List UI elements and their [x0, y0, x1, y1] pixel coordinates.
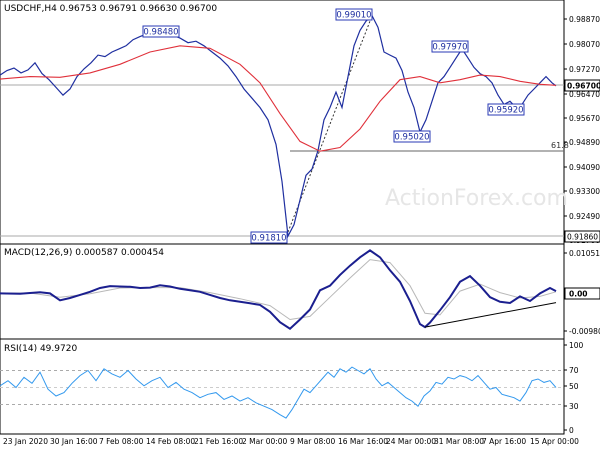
annotation-label: 0.95920: [488, 106, 523, 116]
y-tick-label: 0.98870: [569, 15, 600, 24]
macd-current-tag: 0.00: [564, 287, 600, 300]
macd-signal-line: [0, 259, 557, 321]
x-tick-label: 14 Feb 08:00: [146, 437, 195, 446]
annotation-label: 0.98480: [143, 28, 178, 38]
x-tick-label: 2 Mar 00:00: [242, 437, 288, 446]
price-series: [0, 14, 557, 239]
y-tick-label: 100: [569, 341, 584, 350]
y-tick-label: 30: [569, 402, 579, 411]
current-price-tag: 0.96700: [564, 79, 600, 92]
macd-y-axis: 0.010513 -0.009804: [564, 249, 600, 336]
x-tick-label: 7 Feb 08:00: [99, 437, 144, 446]
y-tick-label: 0: [569, 426, 574, 435]
annotation-label: 0.97970: [432, 43, 467, 53]
price-panel: USDCHF,H4 0.96753 0.96791 0.96630 0.9670…: [0, 0, 600, 245]
y-tick-label: 70: [569, 366, 579, 375]
annotation-box-0.97970: 0.97970: [431, 40, 469, 53]
price-header: USDCHF,H4 0.96753 0.96791 0.96630 0.9670…: [4, 4, 217, 14]
y-tick-label: 0.96470: [569, 90, 600, 99]
y-tick-label: 0.93300: [569, 187, 600, 196]
x-tick-label: 31 Mar 08:00: [434, 437, 484, 446]
macd-current-label: 0.00: [569, 290, 588, 299]
bottom-level-tag: 0.91860: [564, 230, 600, 243]
moving-average-line: [0, 45, 557, 152]
x-tick-label: 30 Jan 16:00: [50, 437, 98, 446]
macd-panel: MACD(12,26,9) 0.000587 0.000454 0.010513…: [0, 243, 600, 340]
y-tick-label: 0.92490: [569, 212, 600, 221]
macd-trendline: [424, 302, 557, 328]
rally-trendline: [287, 15, 373, 233]
rsi-header: RSI(14) 49.9720: [4, 344, 77, 354]
rsi-panel: RSI(14) 49.9720 100 70 50 30 0: [0, 338, 584, 435]
y-tick-label: 0.94890: [569, 138, 600, 147]
y-tick-label: 0.95670: [569, 114, 600, 123]
x-tick-label: 9 Mar 08:00: [290, 437, 336, 446]
x-tick-label: 21 Feb 16:00: [194, 437, 243, 446]
annotation-box-0.98480: 0.98480: [142, 25, 180, 38]
x-tick-label: 15 Apr 00:00: [530, 437, 579, 446]
current-price-label: 0.96700: [567, 82, 600, 91]
fib-label: 61.8: [551, 141, 569, 150]
y-tick-label: 50: [569, 382, 579, 391]
annotation-label: 0.99010: [336, 11, 371, 21]
x-tick-label: 23 Jan 2020: [3, 437, 48, 446]
y-tick-label: 0.97270: [569, 65, 600, 74]
annotation-box-0.91810: 0.91810: [250, 231, 288, 244]
macd-main-line: [0, 249, 557, 330]
rsi-y-axis: 100 70 50 30 0: [564, 341, 584, 435]
y-tick-label: 0.94090: [569, 163, 600, 172]
bottom-level-label: 0.91860: [567, 233, 598, 242]
annotation-label: 0.95020: [394, 133, 429, 143]
rsi-line: [0, 366, 557, 419]
x-tick-label: 7 Apr 16:00: [482, 437, 526, 446]
y-tick-label: 0.010513: [569, 249, 600, 258]
x-tick-label: 16 Mar 16:00: [338, 437, 388, 446]
annotation-box-0.95920: 0.95920: [487, 103, 525, 116]
annotation-box-0.99010: 0.99010: [335, 8, 373, 21]
annotation-box-0.95020: 0.95020: [393, 130, 431, 143]
y-tick-label: 0.98070: [569, 40, 600, 49]
annotation-label: 0.91810: [251, 234, 286, 244]
y-tick-label: -0.009804: [569, 327, 600, 336]
watermark: ActionForex.com: [385, 186, 568, 211]
x-tick-label: 24 Mar 00:00: [386, 437, 436, 446]
price-y-axis: 0.98870 0.98070 0.97270 0.96470 0.95670 …: [564, 15, 600, 245]
macd-header: MACD(12,26,9) 0.000587 0.000454: [4, 248, 164, 258]
x-axis: 23 Jan 2020 30 Jan 16:00 7 Feb 08:00 14 …: [0, 433, 579, 446]
